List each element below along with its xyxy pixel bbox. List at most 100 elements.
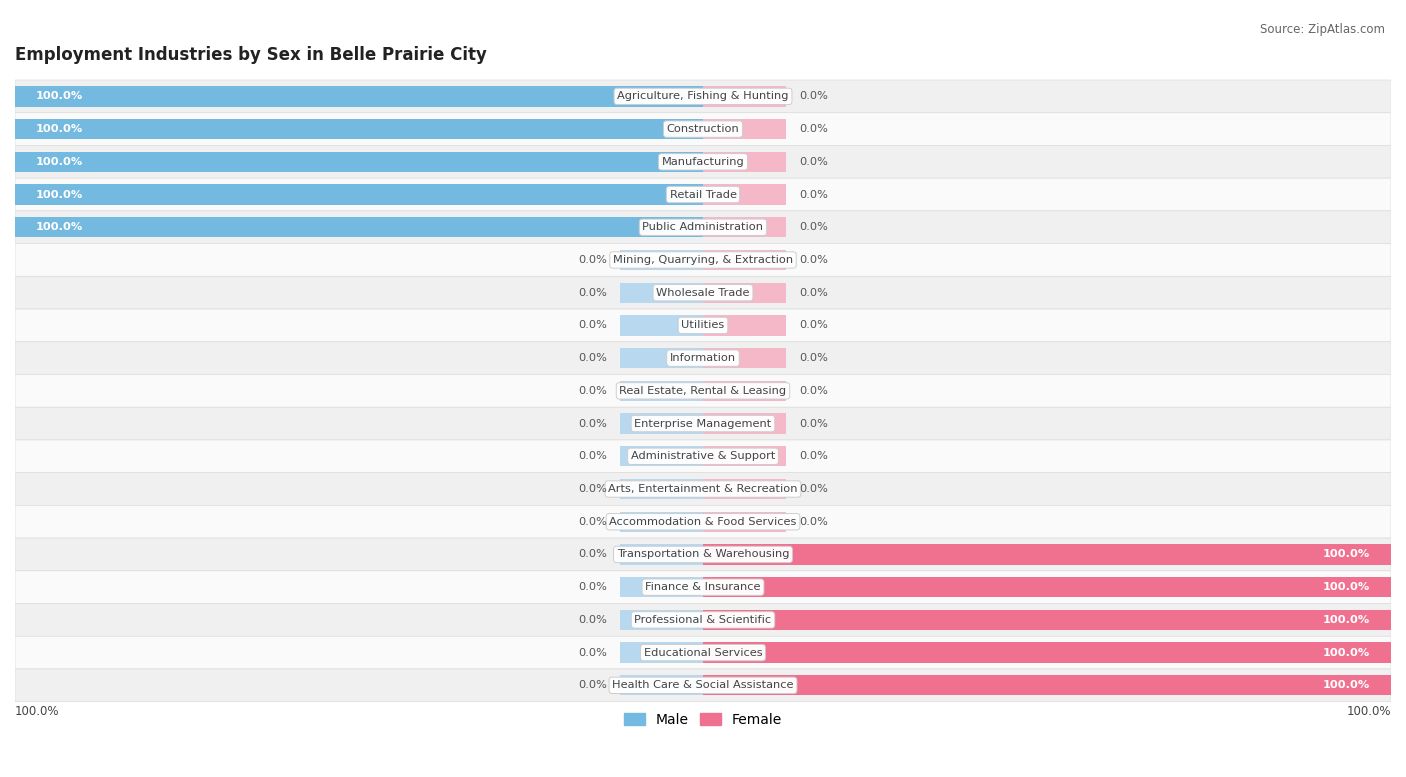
Bar bbox=[15, 119, 703, 139]
FancyBboxPatch shape bbox=[15, 80, 1391, 113]
Text: 0.0%: 0.0% bbox=[800, 255, 828, 265]
Bar bbox=[15, 152, 703, 172]
Text: 0.0%: 0.0% bbox=[800, 353, 828, 363]
Text: 100.0%: 100.0% bbox=[35, 92, 83, 101]
Text: 0.0%: 0.0% bbox=[800, 320, 828, 330]
Text: 0.0%: 0.0% bbox=[800, 517, 828, 527]
Bar bbox=[703, 675, 1391, 695]
Bar bbox=[703, 381, 786, 401]
Text: Manufacturing: Manufacturing bbox=[662, 157, 744, 167]
Bar bbox=[620, 152, 703, 172]
Bar bbox=[703, 643, 786, 663]
Text: 0.0%: 0.0% bbox=[800, 190, 828, 200]
Bar bbox=[703, 250, 786, 270]
Bar bbox=[703, 413, 786, 434]
Bar bbox=[703, 152, 786, 172]
Bar bbox=[620, 675, 703, 695]
Bar bbox=[703, 610, 786, 630]
Text: Arts, Entertainment & Recreation: Arts, Entertainment & Recreation bbox=[609, 484, 797, 494]
Text: Administrative & Support: Administrative & Support bbox=[631, 451, 775, 462]
FancyBboxPatch shape bbox=[15, 571, 1391, 604]
Text: 0.0%: 0.0% bbox=[578, 615, 606, 625]
Bar bbox=[703, 675, 786, 695]
FancyBboxPatch shape bbox=[15, 604, 1391, 636]
FancyBboxPatch shape bbox=[15, 309, 1391, 342]
Text: 0.0%: 0.0% bbox=[800, 124, 828, 134]
FancyBboxPatch shape bbox=[15, 636, 1391, 669]
Bar bbox=[703, 511, 786, 532]
Text: Professional & Scientific: Professional & Scientific bbox=[634, 615, 772, 625]
Bar bbox=[703, 577, 786, 598]
Text: 100.0%: 100.0% bbox=[1323, 681, 1371, 690]
Text: Agriculture, Fishing & Hunting: Agriculture, Fishing & Hunting bbox=[617, 92, 789, 101]
FancyBboxPatch shape bbox=[15, 472, 1391, 505]
Bar bbox=[703, 446, 786, 466]
Text: 0.0%: 0.0% bbox=[800, 222, 828, 232]
Bar bbox=[620, 643, 703, 663]
Bar bbox=[620, 446, 703, 466]
Text: 0.0%: 0.0% bbox=[578, 647, 606, 657]
Bar bbox=[703, 545, 1391, 565]
Text: 0.0%: 0.0% bbox=[578, 419, 606, 429]
Text: Wholesale Trade: Wholesale Trade bbox=[657, 287, 749, 298]
Bar bbox=[15, 217, 703, 238]
FancyBboxPatch shape bbox=[15, 505, 1391, 538]
Bar bbox=[15, 184, 703, 204]
Bar bbox=[703, 610, 1391, 630]
Bar bbox=[703, 545, 1391, 565]
Text: 0.0%: 0.0% bbox=[578, 582, 606, 592]
Text: 0.0%: 0.0% bbox=[578, 255, 606, 265]
Text: Mining, Quarrying, & Extraction: Mining, Quarrying, & Extraction bbox=[613, 255, 793, 265]
Bar bbox=[620, 413, 703, 434]
Text: 0.0%: 0.0% bbox=[800, 287, 828, 298]
Bar bbox=[620, 545, 703, 565]
Bar bbox=[620, 315, 703, 336]
Bar bbox=[703, 184, 786, 204]
Text: 0.0%: 0.0% bbox=[578, 320, 606, 330]
Text: Source: ZipAtlas.com: Source: ZipAtlas.com bbox=[1260, 23, 1385, 37]
Text: 100.0%: 100.0% bbox=[35, 190, 83, 200]
FancyBboxPatch shape bbox=[15, 407, 1391, 440]
Bar bbox=[620, 381, 703, 401]
Bar bbox=[620, 511, 703, 532]
Text: 100.0%: 100.0% bbox=[15, 705, 59, 718]
Text: Accommodation & Food Services: Accommodation & Food Services bbox=[609, 517, 797, 527]
Text: Health Care & Social Assistance: Health Care & Social Assistance bbox=[612, 681, 794, 690]
Text: Utilities: Utilities bbox=[682, 320, 724, 330]
Text: 0.0%: 0.0% bbox=[800, 484, 828, 494]
Bar bbox=[703, 577, 1391, 598]
Bar bbox=[703, 315, 786, 336]
Text: 100.0%: 100.0% bbox=[1323, 647, 1371, 657]
Text: 100.0%: 100.0% bbox=[1323, 615, 1371, 625]
Bar bbox=[703, 675, 1391, 695]
Text: Real Estate, Rental & Leasing: Real Estate, Rental & Leasing bbox=[620, 386, 786, 395]
Text: 0.0%: 0.0% bbox=[578, 451, 606, 462]
FancyBboxPatch shape bbox=[15, 669, 1391, 702]
Bar bbox=[620, 348, 703, 368]
Text: Information: Information bbox=[669, 353, 737, 363]
FancyBboxPatch shape bbox=[15, 277, 1391, 309]
Text: Enterprise Management: Enterprise Management bbox=[634, 419, 772, 429]
Text: Retail Trade: Retail Trade bbox=[669, 190, 737, 200]
Bar bbox=[703, 545, 786, 565]
Bar bbox=[703, 610, 1391, 630]
Text: 0.0%: 0.0% bbox=[800, 419, 828, 429]
FancyBboxPatch shape bbox=[15, 342, 1391, 375]
Bar bbox=[620, 184, 703, 204]
Bar bbox=[620, 250, 703, 270]
Bar bbox=[703, 348, 786, 368]
Text: 100.0%: 100.0% bbox=[1347, 705, 1391, 718]
FancyBboxPatch shape bbox=[15, 375, 1391, 407]
Bar bbox=[703, 643, 1391, 663]
FancyBboxPatch shape bbox=[15, 538, 1391, 571]
Bar bbox=[15, 217, 703, 238]
Text: 100.0%: 100.0% bbox=[35, 157, 83, 167]
Bar bbox=[15, 119, 703, 139]
Bar bbox=[703, 86, 786, 106]
Legend: Male, Female: Male, Female bbox=[619, 707, 787, 733]
Bar bbox=[15, 152, 703, 172]
FancyBboxPatch shape bbox=[15, 113, 1391, 145]
Bar bbox=[15, 86, 703, 106]
Bar bbox=[703, 577, 1391, 598]
Bar bbox=[620, 86, 703, 106]
